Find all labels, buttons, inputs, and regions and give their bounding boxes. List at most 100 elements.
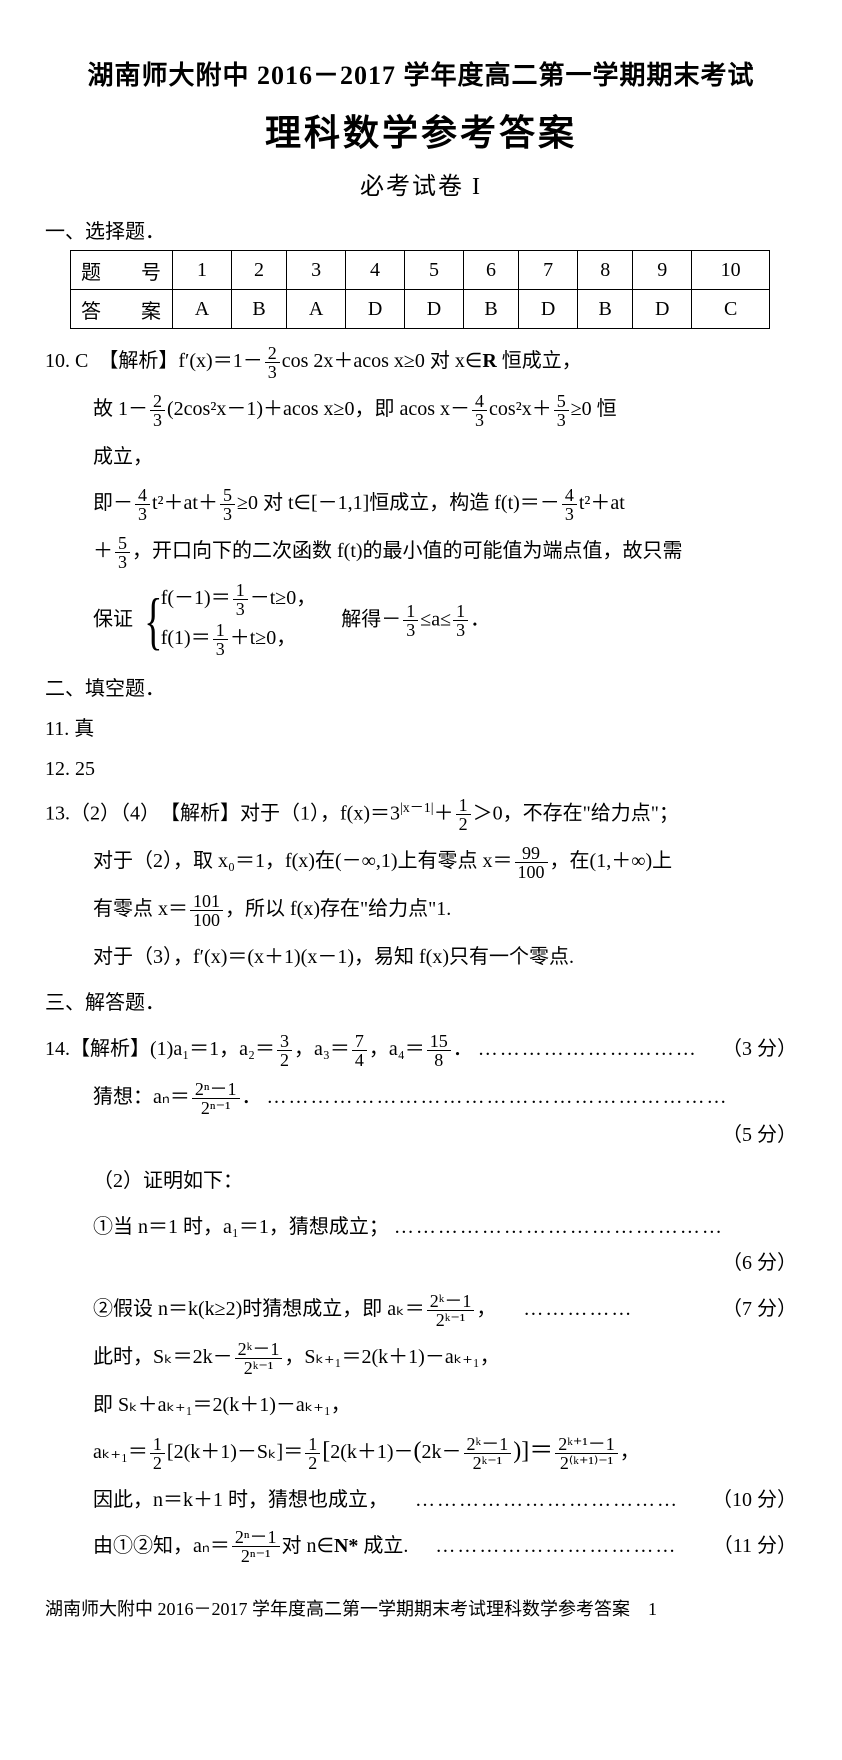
case1a: f(－1)＝: [161, 587, 231, 609]
table-num-1: 1: [173, 251, 232, 290]
q14-line5: ②假设 n＝k(k≥2)时猜想成立，即 aₖ＝2ᵏ－12ᵏ⁻¹， …………… （…: [93, 1291, 797, 1329]
q10-l3b: t²＋at＋: [152, 492, 218, 514]
q10-l3d: t²＋at: [579, 492, 625, 514]
q12: 12. 25: [45, 751, 797, 787]
q10-line3: 即－43t²＋at＋53≥0 对 t∈[－1,1]恒成立，构造 f(t)＝－43…: [93, 485, 797, 523]
answer-table: 题 号 1 2 3 4 5 6 7 8 9 10 答 案 A B A D D B…: [70, 250, 770, 329]
case2a: f(1)＝: [161, 627, 211, 649]
section-3-title: 三、解答题．: [45, 985, 797, 1021]
frac: 2ᵏ－12ᵏ⁻¹: [235, 1340, 283, 1377]
q10-l5a: 保证: [93, 608, 133, 630]
frac: 101100: [190, 892, 223, 929]
table-ans-3: A: [287, 290, 346, 329]
q14-l1a: (1)a₁＝1，a₂＝: [150, 1038, 275, 1060]
q13-line3: 有零点 x＝101100，所以 f(x)存在"给力点"1.: [93, 891, 797, 929]
frac-2-3: 23: [265, 344, 280, 381]
table-num-4: 4: [346, 251, 405, 290]
score-5: （5 分）: [722, 1117, 797, 1153]
q10-l4a: ＋: [93, 540, 113, 562]
q14-l10a: 由①②知，aₙ＝: [93, 1535, 230, 1557]
q10-l1d: 恒成立，: [497, 350, 582, 372]
q10-l2a: 故 1－: [93, 398, 148, 420]
frac: 74: [352, 1032, 367, 1069]
q10-l5d: ．: [470, 608, 490, 630]
frac: 2ᵏ⁺¹－12⁽ᵏ⁺¹⁾⁻¹: [555, 1435, 618, 1472]
frac: 43: [562, 486, 577, 523]
doc-title-line1: 湖南师大附中 2016－2017 学年度高二第一学期期末考试: [45, 55, 797, 92]
cases-brace: { f(－1)＝13－t≥0， f(1)＝13＋t≥0，: [138, 581, 316, 661]
table-num-9: 9: [633, 251, 692, 290]
q10-l3c: ≥0 对 t∈[－1,1]恒成立，构造 f(t)＝－: [237, 492, 560, 514]
q14-l5b: ，: [476, 1298, 496, 1320]
q14-l8e: ，: [620, 1441, 640, 1463]
page-footer: 湖南师大附中 2016－2017 学年度高二第一学期期末考试理科数学参考答案 1: [45, 1595, 797, 1621]
q13-l1c: ＞0，不存在"给力点"；: [473, 802, 679, 824]
q10-line5: 保证 { f(－1)＝13－t≥0， f(1)＝13＋t≥0， 解得－13≤a≤…: [93, 581, 797, 661]
doc-title-line3: 必考试卷 I: [45, 166, 797, 201]
table-ans-9: D: [633, 290, 692, 329]
q14-l9: 因此，n＝k＋1 时，猜想也成立，: [93, 1489, 388, 1511]
q14-line2: 猜想：aₙ＝2ⁿ－12ⁿ⁻¹． ……………………………………………………… （5…: [93, 1079, 797, 1153]
score-7: （7 分）: [722, 1291, 797, 1327]
q11: 11. 真: [45, 711, 797, 747]
q13-l1a: 对于（1），f(x)＝3: [240, 802, 400, 824]
table-num-8: 8: [578, 251, 633, 290]
big-lbracket: [: [322, 1438, 330, 1464]
table-num-2: 2: [231, 251, 286, 290]
q14-l6a: 此时，Sₖ＝2k－: [93, 1346, 233, 1368]
q13-l3b: ，所以 f(x)存在"给力点"1.: [225, 898, 451, 920]
q13-line1: 13.（2）（4） 【解析】对于（1），f(x)＝3|x－1|＋12＞0，不存在…: [45, 791, 797, 834]
q10-line1: 10. C 【解析】f′(x)＝1－23cos 2x＋acos x≥0 对 x∈…: [45, 343, 797, 381]
frac: 2ᵏ－12ᵏ⁻¹: [427, 1292, 475, 1329]
frac: 53: [115, 534, 130, 571]
q14-l2a: 猜想：aₙ＝: [93, 1086, 190, 1108]
frac: 13: [403, 602, 418, 639]
q10-l1a: f′(x)＝1－: [178, 350, 262, 372]
q14-l4: ①当 n＝1 时，a₁＝1，猜想成立；: [93, 1216, 389, 1238]
frac: 32: [277, 1032, 292, 1069]
q14-l8c2: 2(k＋1)－: [330, 1441, 413, 1463]
table-ans-5: D: [405, 290, 464, 329]
frac: 23: [150, 392, 165, 429]
table-num-10: 10: [692, 251, 770, 290]
big-lparen: (: [414, 1438, 422, 1464]
q14-l6b: ，Sₖ₊₁＝2(k＋1)－aₖ₊₁，: [284, 1346, 499, 1368]
q14-l2b: ．: [242, 1086, 262, 1108]
table-ans-4: D: [346, 290, 405, 329]
q10-l1b: cos 2x＋acos x≥0 对 x∈: [282, 350, 483, 372]
score-6: （6 分）: [722, 1245, 797, 1281]
case1b: －t≥0，: [250, 587, 317, 609]
q13-l2a: 对于（2），取 x₀＝1，f(x)在(－∞,1)上有零点 x＝: [93, 850, 513, 872]
table-ans-7: D: [519, 290, 578, 329]
q13-line2: 对于（2），取 x₀＝1，f(x)在(－∞,1)上有零点 x＝99100，在(1…: [93, 843, 797, 881]
table-header-num: 题 号: [71, 251, 173, 290]
frac: 99100: [515, 844, 548, 881]
table-num-7: 7: [519, 251, 578, 290]
q10-l5c: ≤a≤: [420, 608, 451, 630]
frac: 2ᵏ－12ᵏ⁻¹: [464, 1435, 512, 1472]
q13-label: 13.（2）（4） 【解析】: [45, 802, 240, 824]
section-2-title: 二、填空题．: [45, 671, 797, 707]
q14-l5a: ②假设 n＝k(k≥2)时猜想成立，即 aₖ＝: [93, 1298, 425, 1320]
q14-l1c: ，a₄＝: [369, 1038, 425, 1060]
q13-line4: 对于（3），f′(x)＝(x＋1)(x－1)，易知 f(x)只有一个零点.: [93, 939, 797, 975]
frac: 12: [305, 1435, 320, 1472]
frac: 43: [472, 392, 487, 429]
q10-l3a: 即－: [93, 492, 133, 514]
q10-line2: 故 1－23(2cos²x－1)＋acos x≥0，即 acos x－43cos…: [93, 391, 797, 429]
table-header-ans: 答 案: [71, 290, 173, 329]
q13-l2b: ，在(1,＋∞)上: [550, 850, 673, 872]
frac: 53: [554, 392, 569, 429]
frac: 2ⁿ－12ⁿ⁻¹: [232, 1528, 280, 1565]
q14-line9: 因此，n＝k＋1 时，猜想也成立， ……………………………… （10 分）: [93, 1482, 797, 1518]
table-ans-10: C: [692, 290, 770, 329]
score-3: （3 分）: [722, 1031, 797, 1067]
frac: 158: [427, 1032, 451, 1069]
q14-line1: 14.【解析】(1)a₁＝1，a₂＝32，a₃＝74，a₄＝158． ………………: [45, 1031, 797, 1069]
q14-l8b: [2(k＋1)－Sₖ]＝: [167, 1441, 303, 1463]
score-10: （10 分）: [712, 1482, 797, 1518]
frac: 13: [233, 581, 248, 618]
table-num-3: 3: [287, 251, 346, 290]
q14-label: 14.【解析】: [45, 1038, 150, 1060]
frac: 12: [456, 796, 471, 833]
